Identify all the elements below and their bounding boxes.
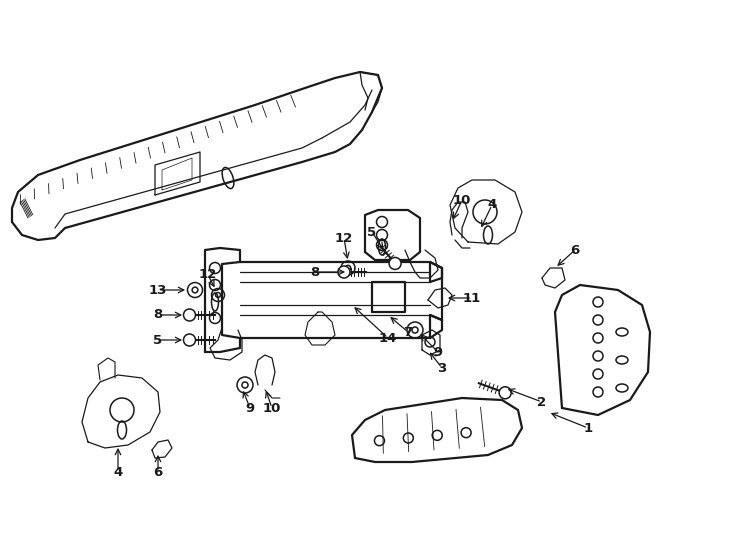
Text: 11: 11 [463, 292, 481, 305]
Text: 10: 10 [453, 193, 471, 206]
Text: 3: 3 [437, 361, 446, 375]
Text: 6: 6 [153, 465, 163, 478]
Text: 5: 5 [153, 334, 162, 347]
Text: 14: 14 [379, 332, 397, 345]
Text: 1: 1 [584, 422, 592, 435]
Text: 13: 13 [149, 284, 167, 296]
Text: 8: 8 [310, 266, 319, 279]
Circle shape [389, 258, 401, 269]
Text: 12: 12 [335, 232, 353, 245]
Text: 12: 12 [199, 268, 217, 281]
Text: 5: 5 [368, 226, 377, 239]
Text: 7: 7 [404, 326, 413, 339]
Circle shape [499, 387, 511, 399]
Circle shape [184, 309, 195, 321]
Circle shape [184, 334, 195, 346]
Text: 9: 9 [434, 346, 443, 359]
Text: 9: 9 [245, 402, 255, 415]
Text: 4: 4 [113, 465, 123, 478]
Circle shape [338, 266, 350, 278]
Text: 8: 8 [153, 308, 163, 321]
Text: 2: 2 [537, 395, 547, 408]
Text: 4: 4 [487, 199, 497, 212]
Text: 10: 10 [263, 402, 281, 415]
Text: 6: 6 [570, 244, 580, 256]
